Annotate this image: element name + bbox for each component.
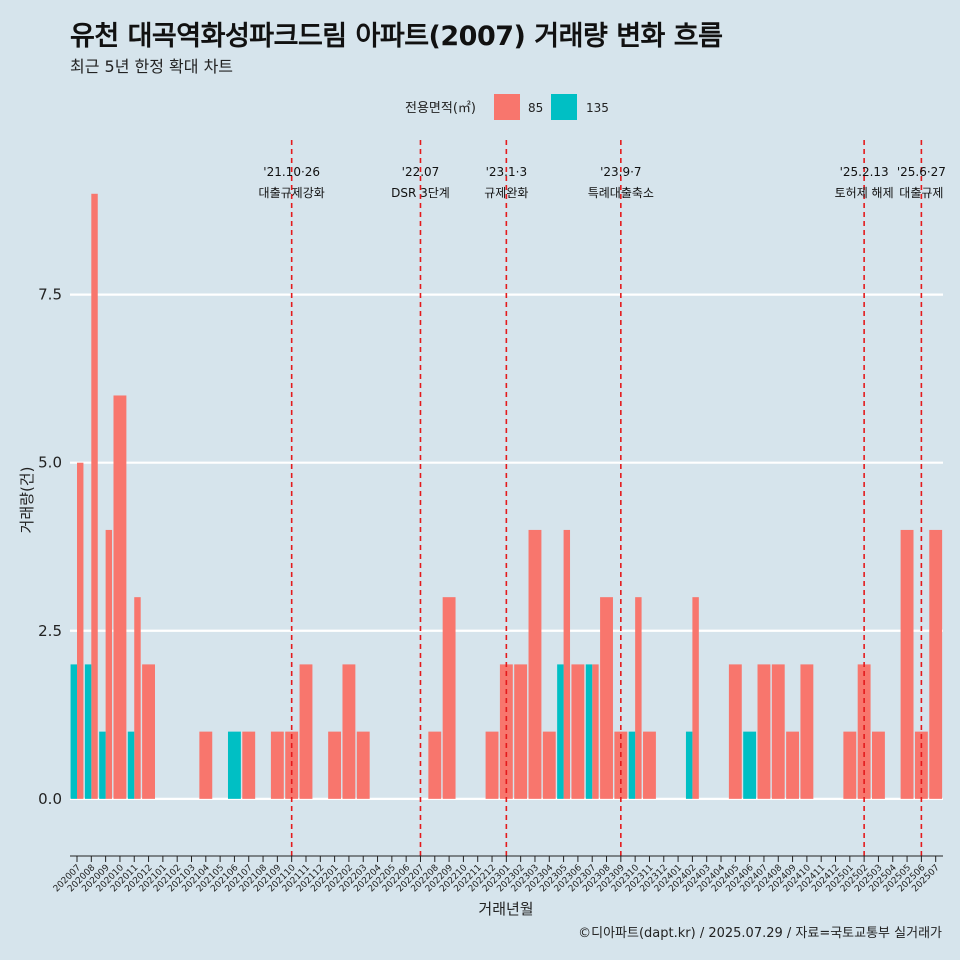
- source-caption: ©디아파트(dapt.kr) / 2025.07.29 / 자료=국토교통부 실…: [578, 926, 942, 941]
- bar-85-202107: [242, 731, 256, 799]
- bar-85-202010: [113, 395, 127, 799]
- bar-85-202212: [485, 731, 499, 799]
- legend-swatch-135: [551, 94, 577, 120]
- event-date-5: '25.6·27: [897, 165, 946, 179]
- legend-swatch-85: [494, 94, 520, 120]
- chart-title: 유천 대곡역화성파크드림 아파트(2007) 거래량 변화 흐름: [70, 21, 723, 52]
- y-tick-label: 0.0: [38, 790, 62, 808]
- bar-85-202407: [757, 664, 771, 799]
- bar-135-202007: [70, 664, 77, 799]
- bar-135-202008: [84, 664, 92, 799]
- bar-85-202109: [270, 731, 284, 799]
- bar-85-202409: [786, 731, 800, 799]
- event-date-3: '23.9·7: [600, 165, 641, 179]
- bar-85-202209: [442, 597, 456, 799]
- bar-135-202009: [99, 731, 106, 799]
- bar-85-202007: [77, 462, 84, 799]
- bar-85-202111: [299, 664, 313, 799]
- y-axis-title: 거래량(건): [18, 467, 36, 534]
- bar-85-202505: [900, 529, 914, 799]
- bar-85-202104: [199, 731, 213, 799]
- bar-85-202408: [771, 664, 785, 799]
- bars: [70, 193, 943, 799]
- bar-85-202306: [571, 664, 585, 799]
- bar-85-202202: [342, 664, 356, 799]
- bar-85-202208: [428, 731, 442, 799]
- bar-85-202008: [91, 193, 98, 799]
- legend-title: 전용면적(㎡): [405, 101, 476, 116]
- bar-85-202502: [857, 664, 871, 799]
- bar-85-202201: [328, 731, 342, 799]
- event-label-1: DSR 3단계: [391, 186, 450, 200]
- event-date-2: '23.1·3: [486, 165, 527, 179]
- bar-85-202303: [528, 529, 542, 799]
- y-tick-label: 5.0: [38, 454, 62, 472]
- bar-85-202410: [800, 664, 814, 799]
- y-tick-label: 7.5: [38, 286, 62, 304]
- y-axis: 0.0 2.5 5.0 7.5: [38, 286, 62, 808]
- bar-85-202501: [843, 731, 857, 799]
- legend-label-135: 135: [586, 101, 609, 115]
- event-markers: '21.10·26 대출규제강화 '22.07 DSR 3단계 '23.1·3 규제완화 '…: [259, 140, 946, 856]
- event-label-0: 대출규제강화: [259, 186, 325, 200]
- bar-135-202310: [628, 731, 636, 799]
- bar-85-202203: [356, 731, 370, 799]
- x-axis-title: 거래년월: [478, 900, 533, 918]
- event-label-2: 규제완화: [484, 186, 528, 200]
- event-label-3: 특례대출축소: [588, 186, 654, 200]
- bar-85-202405: [728, 664, 742, 799]
- event-date-1: '22.07: [402, 165, 440, 179]
- event-label-4: 토허제 해제: [835, 186, 894, 200]
- bar-85-202507: [929, 529, 943, 799]
- bar-85-202011: [134, 597, 141, 799]
- y-tick-label: 2.5: [38, 622, 62, 640]
- bar-85-202009: [105, 529, 113, 799]
- bar-85-202012: [142, 664, 155, 799]
- bar-135-202305: [557, 664, 564, 799]
- bar-135-202406: [743, 731, 757, 799]
- bar-85-202503: [872, 731, 885, 799]
- bar-85-202304: [542, 731, 556, 799]
- event-label-5: 대출규제: [899, 186, 943, 200]
- bar-85-202402: [692, 597, 699, 799]
- bar-85-202308: [600, 597, 613, 799]
- legend-label-85: 85: [528, 101, 543, 115]
- bar-135-202011: [127, 731, 135, 799]
- event-date-4: '25.2.13: [840, 165, 889, 179]
- bar-85-202310: [635, 597, 642, 799]
- bar-85-202302: [514, 664, 528, 799]
- x-axis: 2020072020082020092020102020112020122021…: [52, 855, 943, 894]
- chart-subtitle: 최근 5년 한정 확대 차트: [70, 57, 234, 76]
- legend: 전용면적(㎡) 85 135: [405, 94, 609, 120]
- event-date-0: '21.10·26: [263, 165, 320, 179]
- bar-85-202301: [499, 664, 513, 799]
- bar-135-202106: [227, 731, 241, 799]
- bar-135-202402: [685, 731, 693, 799]
- bar-85-202307: [592, 664, 599, 799]
- bar-85-202305: [563, 529, 571, 799]
- bar-85-202311: [643, 731, 656, 799]
- bar-135-202307: [585, 664, 593, 799]
